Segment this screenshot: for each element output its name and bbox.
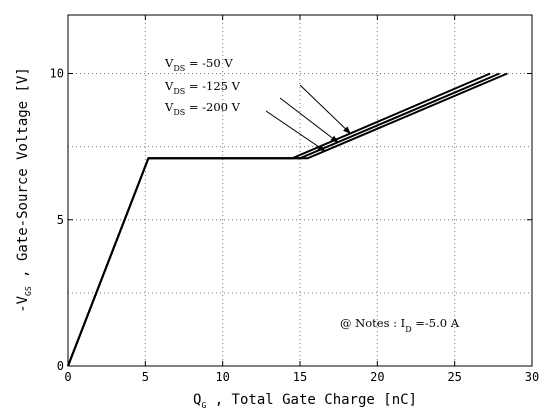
legend-arrow [279,97,339,143]
x-tick-label: 20 [370,370,384,384]
legend-label-vds-125: VDS = -125 V [164,79,241,96]
grid-lines [68,15,532,366]
tick-labels: 0 5 10 15 20 25 30 0 5 10 [50,15,539,384]
x-tick-label: 25 [447,370,461,384]
y-axis-label: -VGS , Gate-Source Voltage [V] [15,67,33,313]
series-lines [67,72,508,367]
x-tick-label: 30 [525,370,539,384]
legend-arrows [265,84,352,152]
x-axis-label: QG , Total Gate Charge [nC] [193,392,417,410]
y-tick-label: 10 [50,67,64,81]
legend-label-vds-50: VDS = -50 V [164,56,233,73]
test-condition-note: @ Notes : ID =-5.0 A [340,316,460,334]
x-tick-label: 0 [64,370,71,384]
y-tick-label: 5 [57,213,64,227]
x-tick-label: 5 [142,370,149,384]
series-line-3 [67,72,508,367]
x-tick-label: 15 [293,370,307,384]
legend-arrow [265,110,326,152]
y-tick-label: 0 [57,359,64,373]
legend-label-vds-200: VDS = -200 V [164,100,241,117]
legend-arrow [299,84,352,135]
x-tick-label: 10 [215,370,229,384]
